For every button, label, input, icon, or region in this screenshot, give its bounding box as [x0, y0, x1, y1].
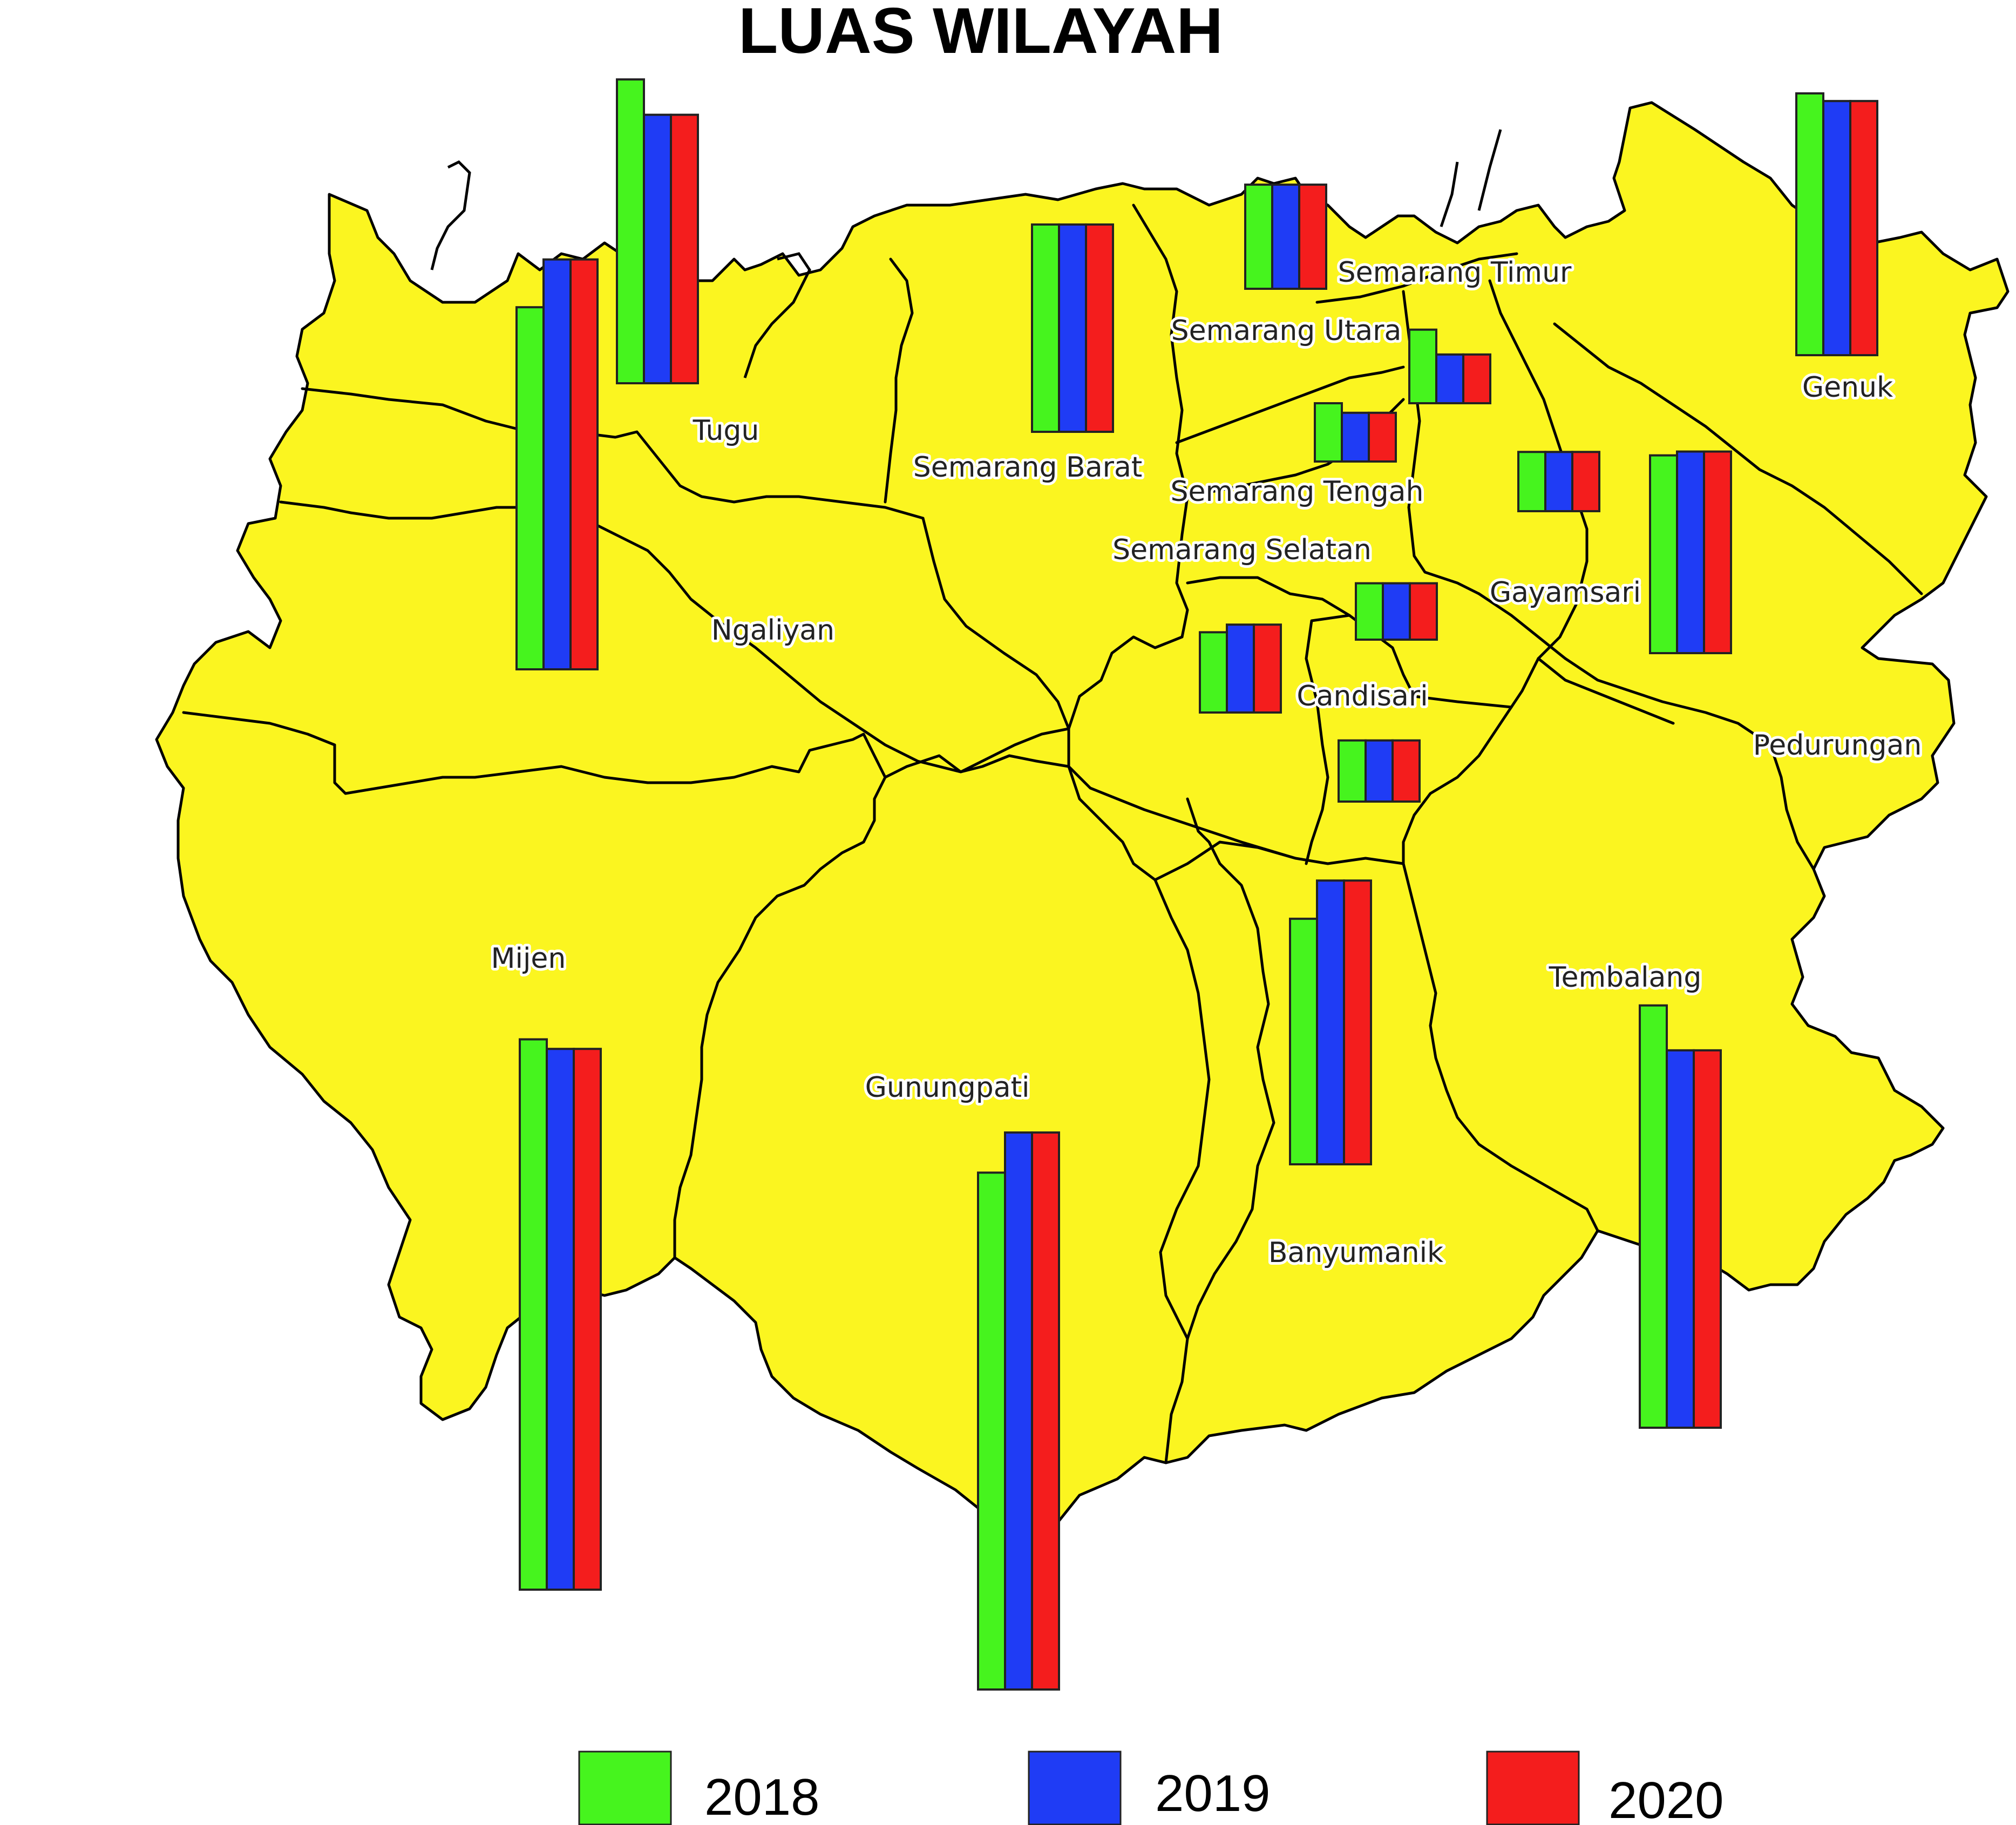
- bar-gajahmungkur-2019: [1365, 739, 1394, 803]
- label-banyumanik: Banyumanik: [1268, 1237, 1443, 1269]
- legend: 2018 2019 2020: [578, 1751, 1724, 1825]
- coast-inlet: [743, 252, 811, 378]
- legend-label-2019: 2019: [1155, 1765, 1271, 1822]
- label-gunungpati: Gunungpati: [865, 1071, 1030, 1104]
- label-mijen: Mijen: [491, 942, 566, 975]
- district-boundaries: [182, 203, 1923, 1464]
- bar-pedurungan-2018: [1649, 454, 1678, 654]
- bar-semarang-utara-2019: [1271, 184, 1300, 290]
- label-pedurungan: Pedurungan: [1753, 729, 1922, 762]
- bar-tugu-2020: [670, 113, 699, 384]
- bar-ngaliyan-2018: [515, 306, 545, 670]
- bar-genuk-2020: [1849, 100, 1878, 356]
- label-tembalang: Tembalang: [1549, 961, 1702, 994]
- bar-genuk-2019: [1822, 100, 1851, 356]
- bar-semarang-tengah-2020: [1368, 411, 1397, 463]
- bar-semarang-timur-2020: [1462, 353, 1491, 404]
- bar-gayamsari-2018: [1517, 451, 1546, 513]
- bar-gayamsari-2019: [1544, 451, 1573, 513]
- bar-mijen-2020: [573, 1048, 602, 1591]
- bar-semarang-utara-2018: [1244, 184, 1273, 290]
- bar-gajahmungkur-2020: [1391, 739, 1421, 803]
- bar-gunungpati-2018: [977, 1171, 1006, 1691]
- bar-banyumanik-2019: [1316, 879, 1345, 1166]
- bar-pedurungan-2020: [1703, 450, 1732, 655]
- bar-semarang-tengah-2019: [1341, 411, 1370, 463]
- bar-semarang-timur-2018: [1408, 328, 1437, 405]
- label-semarang-tengah: Semarang Tengah: [1171, 476, 1424, 508]
- legend-label-2018: 2018: [704, 1768, 820, 1825]
- bar-semarang-timur-2019: [1435, 353, 1464, 404]
- bar-ngaliyan-2020: [569, 258, 599, 671]
- coast-inlet: [1440, 161, 1459, 227]
- label-semarang-barat: Semarang Barat: [913, 451, 1142, 484]
- bar-pedurungan-2019: [1676, 450, 1705, 655]
- bar-semarang-selatan-2020: [1409, 582, 1438, 641]
- bar-semarang-selatan-2018: [1355, 582, 1384, 641]
- bar-gajahmungkur-2018: [1338, 739, 1367, 803]
- bar-mijen-2018: [519, 1038, 548, 1591]
- bar-ngaliyan-2019: [542, 258, 572, 671]
- bar-groups: [515, 78, 1878, 1691]
- map-title: LUAS WILAYAH: [738, 0, 1223, 67]
- bar-semarang-barat-2019: [1058, 223, 1087, 433]
- label-semarang-selatan: Semarang Selatan: [1112, 534, 1372, 566]
- label-gayamsari: Gayamsari: [1490, 576, 1641, 609]
- bar-tugu-2019: [643, 113, 672, 384]
- label-candisari: Candisari: [1297, 680, 1428, 713]
- bar-tembalang-2020: [1693, 1049, 1722, 1429]
- bar-banyumanik-2018: [1289, 918, 1318, 1165]
- bar-semarang-tengah-2018: [1314, 402, 1343, 463]
- bar-genuk-2018: [1795, 92, 1824, 357]
- bar-semarang-barat-2020: [1085, 223, 1114, 433]
- bar-gayamsari-2020: [1571, 451, 1600, 513]
- legend-swatch-2018: [578, 1751, 672, 1825]
- bar-candisari-2019: [1226, 623, 1255, 714]
- label-semarang-utara: Semarang Utara: [1171, 315, 1402, 347]
- coast-inlet: [430, 160, 471, 270]
- bar-semarang-selatan-2019: [1382, 582, 1411, 641]
- bar-mijen-2019: [546, 1048, 575, 1591]
- legend-swatch-2020: [1486, 1751, 1580, 1825]
- bar-banyumanik-2020: [1343, 879, 1372, 1166]
- bar-gunungpati-2020: [1031, 1131, 1060, 1691]
- bar-tembalang-2019: [1666, 1049, 1695, 1429]
- bar-candisari-2020: [1253, 623, 1282, 714]
- label-ngaliyan: Ngaliyan: [711, 614, 834, 647]
- bar-semarang-barat-2018: [1031, 223, 1060, 433]
- bar-semarang-utara-2020: [1298, 184, 1327, 290]
- legend-swatch-2019: [1028, 1751, 1122, 1825]
- legend-label-2020: 2020: [1608, 1772, 1724, 1825]
- label-tugu: Tugu: [693, 415, 759, 447]
- bar-gunungpati-2019: [1004, 1131, 1033, 1691]
- district-labels: Tugu Ngaliyan Semarang Barat Semarang Ut…: [488, 254, 1925, 1272]
- bar-tugu-2018: [616, 78, 645, 384]
- bar-tembalang-2018: [1639, 1004, 1668, 1429]
- coast-inlet: [1477, 129, 1502, 211]
- label-semarang-timur: Semarang Timur: [1338, 256, 1572, 289]
- bar-candisari-2018: [1199, 631, 1228, 714]
- label-genuk: Genuk: [1802, 371, 1893, 404]
